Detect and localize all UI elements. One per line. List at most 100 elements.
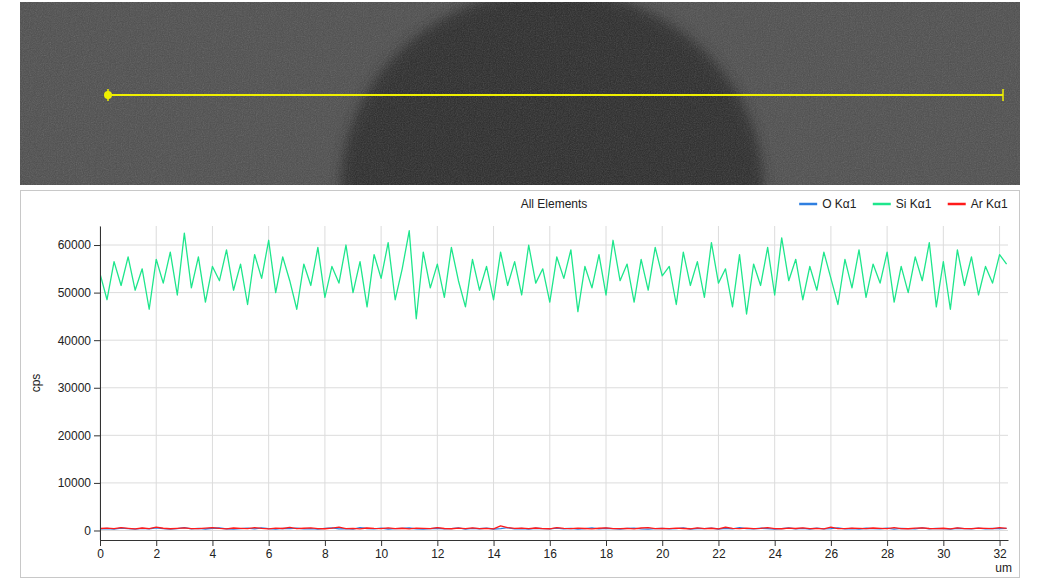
x-tick: 28 <box>881 540 895 561</box>
x-grid-line <box>437 226 438 540</box>
y-axis: 0 10000 20000 30000 40000 50000 60000 <box>58 227 101 541</box>
y-tick-label: 40000 <box>58 334 92 348</box>
x-tick: 16 <box>544 540 558 561</box>
legend-entry: O Kα1 <box>799 197 857 211</box>
y-tick-mark <box>94 245 100 246</box>
sem-noise <box>20 2 1020 185</box>
y-grid-line <box>100 340 1008 341</box>
scan-line <box>108 94 1003 96</box>
page: 0246810121416182022242628303201000020000… <box>0 0 1040 580</box>
x-tick-mark <box>943 540 944 546</box>
legend: O Kα1 Si Kα1 Ar Kα1 <box>799 197 1008 211</box>
legend-swatch <box>873 203 891 206</box>
x-tick-mark <box>1000 540 1001 546</box>
x-grid-line <box>493 226 494 540</box>
x-tick-label: 24 <box>768 547 782 561</box>
figure: 0246810121416182022242628303201000020000… <box>0 0 1040 580</box>
x-tick-label: 8 <box>322 547 329 561</box>
x-tick-mark <box>775 540 776 546</box>
x-tick-label: 26 <box>825 547 839 561</box>
y-grid-line <box>100 292 1008 293</box>
y-grid-line <box>100 387 1008 388</box>
x-tick-label: 6 <box>266 547 273 561</box>
y-tick: 20000 <box>58 429 100 443</box>
chart-title: All Elements <box>521 197 588 211</box>
y-grid-line <box>100 530 1008 531</box>
x-tick-label: 28 <box>881 547 895 561</box>
plot-area <box>100 231 1007 529</box>
x-tick: 32 <box>993 540 1007 561</box>
x-grid-line <box>999 226 1000 540</box>
legend-swatch <box>799 203 817 206</box>
y-tick: 40000 <box>58 334 100 348</box>
x-grid-line <box>887 226 888 540</box>
x-tick: 30 <box>937 540 951 561</box>
x-tick-mark <box>550 540 551 546</box>
x-grid-line <box>830 226 831 540</box>
x-tick-label: 4 <box>210 547 217 561</box>
y-axis-title: cps <box>29 374 43 393</box>
x-tick-label: 0 <box>97 547 104 561</box>
x-tick: 4 <box>210 540 217 561</box>
x-grid-line <box>718 226 719 540</box>
y-grid-line <box>100 245 1008 246</box>
y-grid-line <box>100 482 1008 483</box>
legend-label: O Kα1 <box>822 197 857 211</box>
x-tick-mark <box>831 540 832 546</box>
x-tick: 14 <box>487 540 501 561</box>
x-tick-mark <box>212 540 213 546</box>
legend-label: Ar Kα1 <box>971 197 1008 211</box>
y-tick: 50000 <box>58 286 100 300</box>
x-tick-mark <box>100 540 101 546</box>
scan-line-start <box>104 91 112 99</box>
x-grid-line <box>212 226 213 540</box>
x-tick: 26 <box>825 540 839 561</box>
x-tick-mark <box>437 540 438 546</box>
x-axis: 02468101214161820222426283032 <box>97 540 1008 561</box>
y-tick-label: 50000 <box>58 286 92 300</box>
y-axis-line <box>100 227 101 541</box>
x-tick: 8 <box>322 540 329 561</box>
x-tick-mark <box>887 540 888 546</box>
legend-swatch <box>948 203 966 206</box>
grid <box>100 226 1008 540</box>
y-tick-mark <box>94 293 100 294</box>
x-grid-line <box>943 226 944 540</box>
y-tick-label: 0 <box>84 524 91 538</box>
x-tick-mark <box>156 540 157 546</box>
x-tick: 6 <box>266 540 273 561</box>
x-tick-mark <box>718 540 719 546</box>
y-tick-mark <box>94 483 100 484</box>
x-grid-line <box>100 226 101 540</box>
x-tick-label: 16 <box>544 547 558 561</box>
x-tick: 2 <box>153 540 160 561</box>
x-tick-label: 22 <box>712 547 726 561</box>
x-grid-line <box>268 226 269 540</box>
y-tick: 30000 <box>58 381 100 395</box>
series-line <box>100 231 1007 319</box>
y-grid-line <box>100 435 1008 436</box>
x-grid-line <box>156 226 157 540</box>
x-tick: 22 <box>712 540 726 561</box>
x-tick: 12 <box>431 540 445 561</box>
x-grid-line <box>774 226 775 540</box>
x-tick-mark <box>494 540 495 546</box>
y-tick-label: 20000 <box>58 429 92 443</box>
legend-entry: Ar Kα1 <box>948 197 1008 211</box>
x-tick-label: 18 <box>600 547 614 561</box>
x-tick-label: 2 <box>153 547 160 561</box>
x-tick-label: 32 <box>993 547 1007 561</box>
x-tick-mark <box>325 540 326 546</box>
sem-image <box>20 2 1020 185</box>
x-axis-line <box>101 540 1009 541</box>
y-tick: 60000 <box>58 238 100 252</box>
x-tick: 0 <box>97 540 104 561</box>
y-tick: 10000 <box>58 476 100 490</box>
legend-label: Si Kα1 <box>896 197 932 211</box>
x-tick-mark <box>381 540 382 546</box>
x-tick-mark <box>662 540 663 546</box>
y-tick-mark <box>94 388 100 389</box>
y-tick-label: 60000 <box>58 238 92 252</box>
x-tick-label: 12 <box>431 547 445 561</box>
x-axis-title: um <box>995 561 1012 575</box>
